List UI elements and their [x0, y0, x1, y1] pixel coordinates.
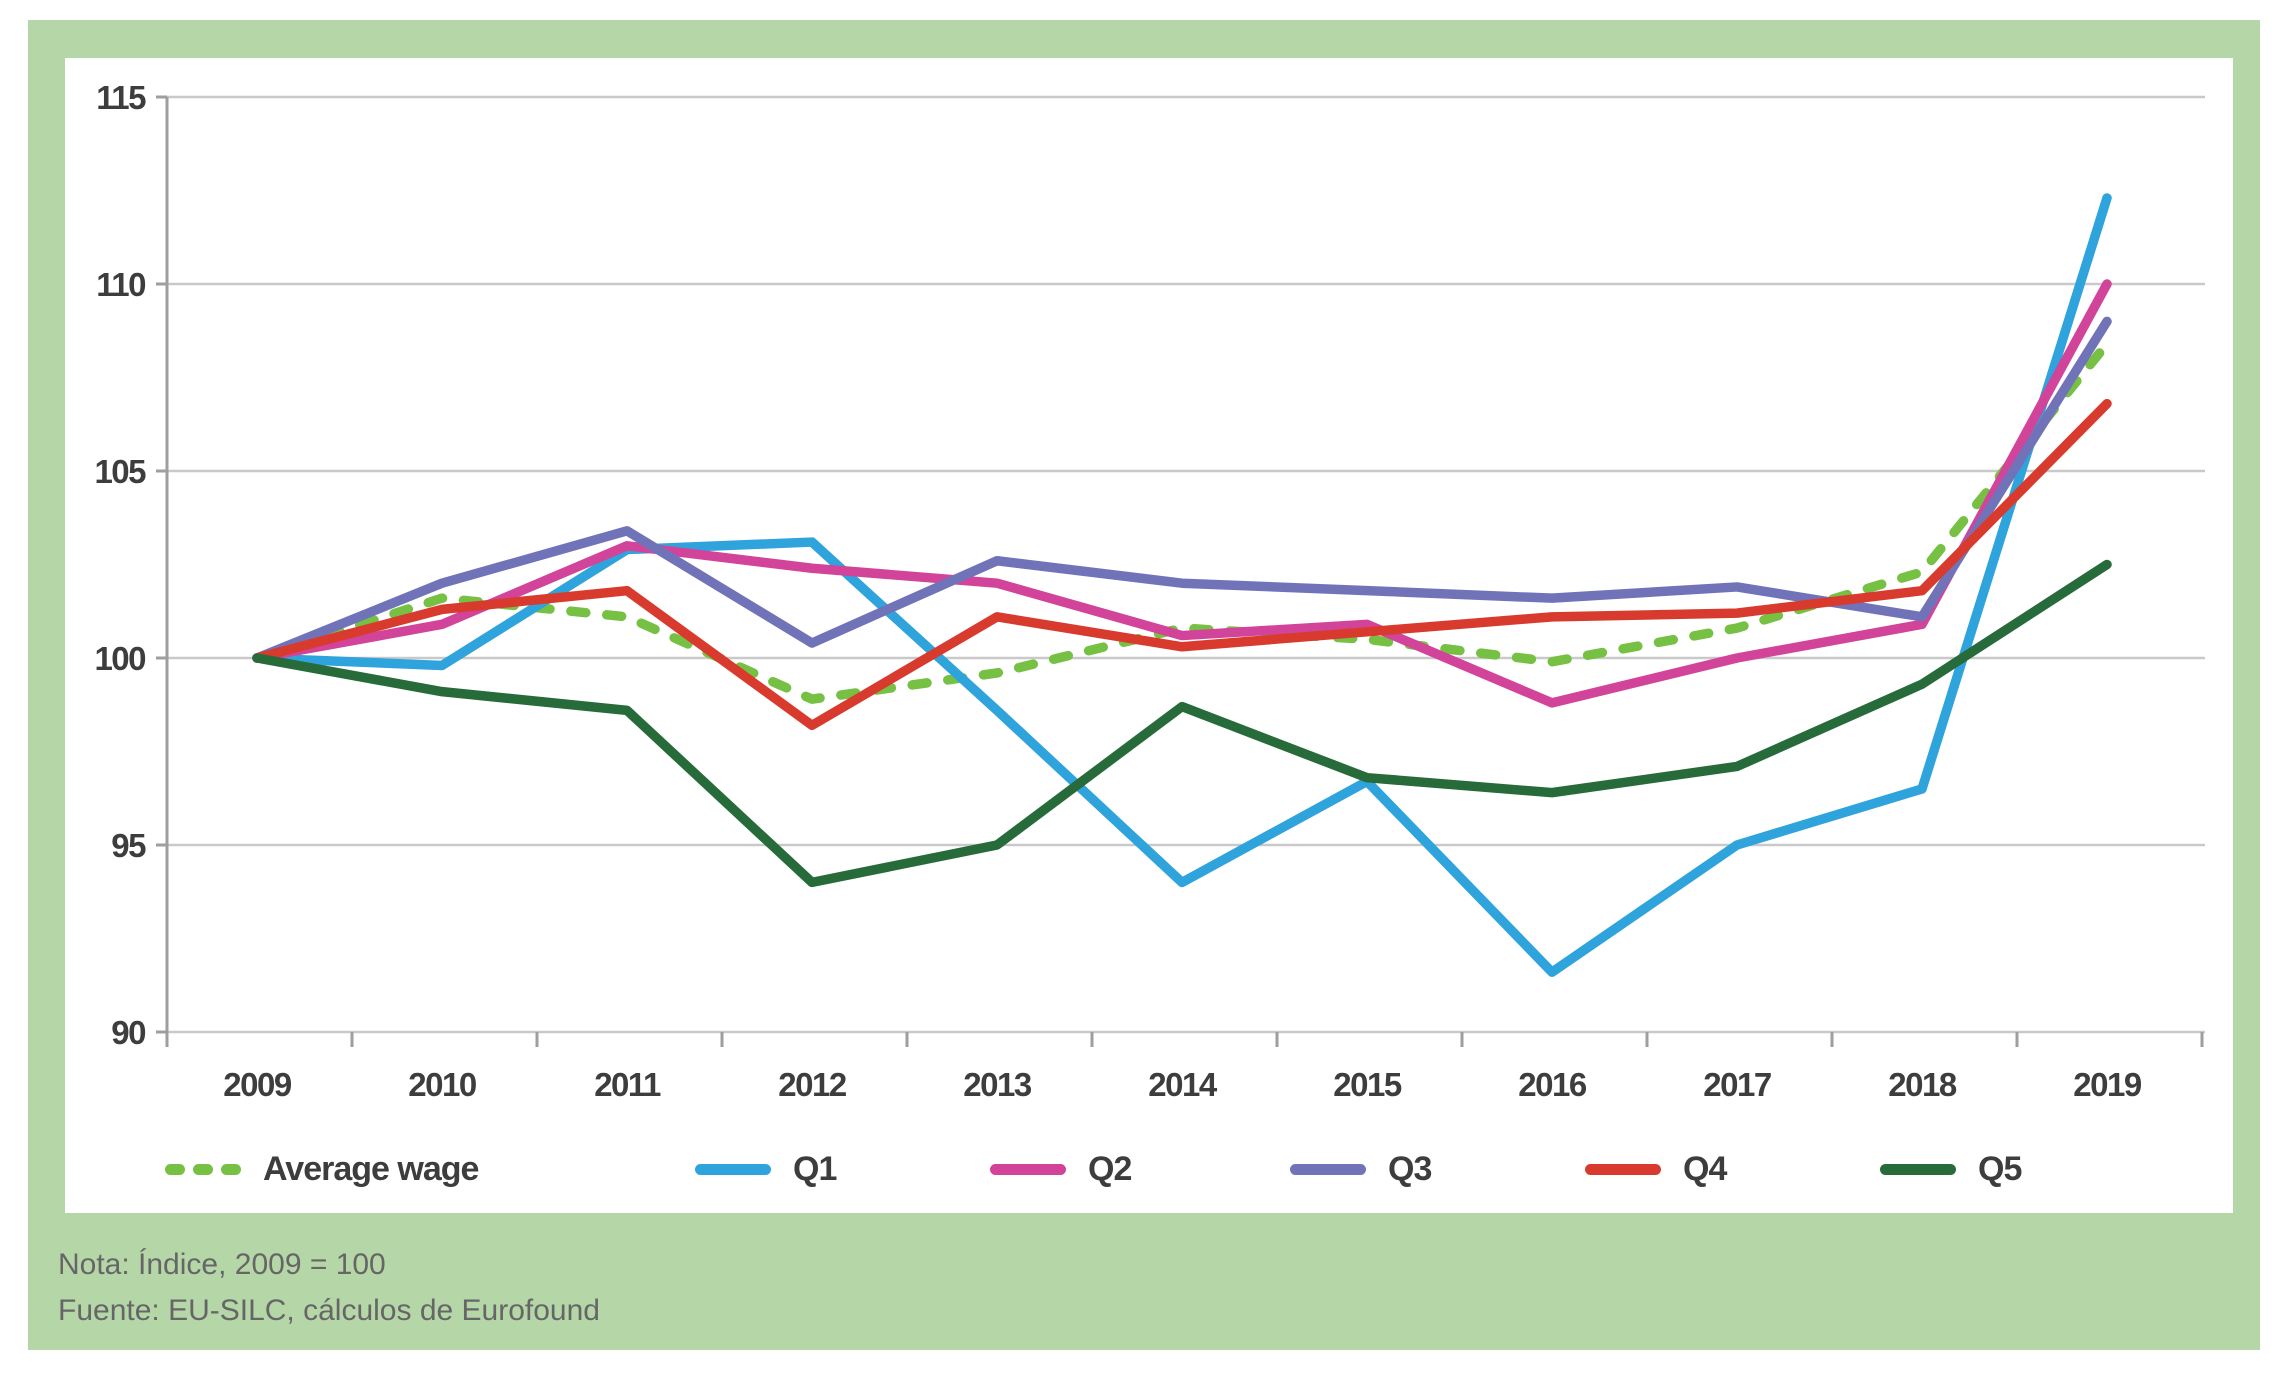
legend-item-q4: Q4: [1585, 1144, 1727, 1194]
legend-swatch-q3: [1290, 1163, 1366, 1175]
svg-text:90: 90: [111, 1014, 145, 1051]
note-source: Fuente: EU-SILC, cálculos de Eurofound: [58, 1294, 600, 1327]
legend-item-q5: Q5: [1880, 1144, 2022, 1194]
svg-text:115: 115: [96, 79, 146, 116]
chart-panel: 90 95 100 105 110 115 2009 2010 2011 2012 2013 2014…: [65, 58, 2233, 1213]
legend-swatch-average-wage: [165, 1163, 241, 1175]
svg-text:2012: 2012: [778, 1066, 847, 1103]
svg-text:110: 110: [96, 266, 145, 303]
svg-text:2011: 2011: [594, 1066, 661, 1103]
legend-item-q1: Q1: [695, 1144, 837, 1194]
svg-text:2016: 2016: [1518, 1066, 1587, 1103]
legend-label-q2: Q2: [1088, 1149, 1132, 1188]
svg-text:105: 105: [94, 453, 146, 490]
svg-text:2013: 2013: [963, 1066, 1032, 1103]
svg-text:2009: 2009: [223, 1066, 292, 1103]
line-chart: 90 95 100 105 110 115 2009 2010 2011 2012 2013 2014…: [94, 79, 2205, 1103]
legend-label-q4: Q4: [1683, 1149, 1727, 1188]
svg-text:2010: 2010: [408, 1066, 476, 1103]
chart-notes: Nota: Índice, 2009 = 100 Fuente: EU-SILC…: [58, 1242, 600, 1334]
legend-item-q2: Q2: [990, 1144, 1132, 1194]
chart-legend: Average wage Q1 Q2 Q3 Q4 Q5: [65, 1144, 2233, 1194]
chart-frame: 90 95 100 105 110 115 2009 2010 2011 2012 2013 2014…: [28, 20, 2260, 1350]
legend-item-average-wage: Average wage: [165, 1144, 479, 1194]
legend-swatch-q2: [990, 1163, 1066, 1175]
svg-text:2017: 2017: [1703, 1066, 1771, 1103]
note-index: Nota: Índice, 2009 = 100: [58, 1248, 386, 1281]
svg-text:95: 95: [111, 827, 146, 864]
legend-swatch-q1: [695, 1163, 771, 1175]
svg-text:100: 100: [94, 640, 145, 677]
legend-label-q1: Q1: [793, 1149, 837, 1188]
svg-text:2019: 2019: [2073, 1066, 2142, 1103]
svg-text:2015: 2015: [1333, 1066, 1402, 1103]
legend-label-q5: Q5: [1978, 1149, 2022, 1188]
legend-item-q3: Q3: [1290, 1144, 1432, 1194]
legend-swatch-q4: [1585, 1163, 1661, 1175]
legend-swatch-q5: [1880, 1163, 1956, 1175]
legend-label-average-wage: Average wage: [263, 1149, 479, 1188]
svg-text:2014: 2014: [1148, 1066, 1218, 1103]
svg-text:2018: 2018: [1888, 1066, 1957, 1103]
legend-label-q3: Q3: [1388, 1149, 1432, 1188]
